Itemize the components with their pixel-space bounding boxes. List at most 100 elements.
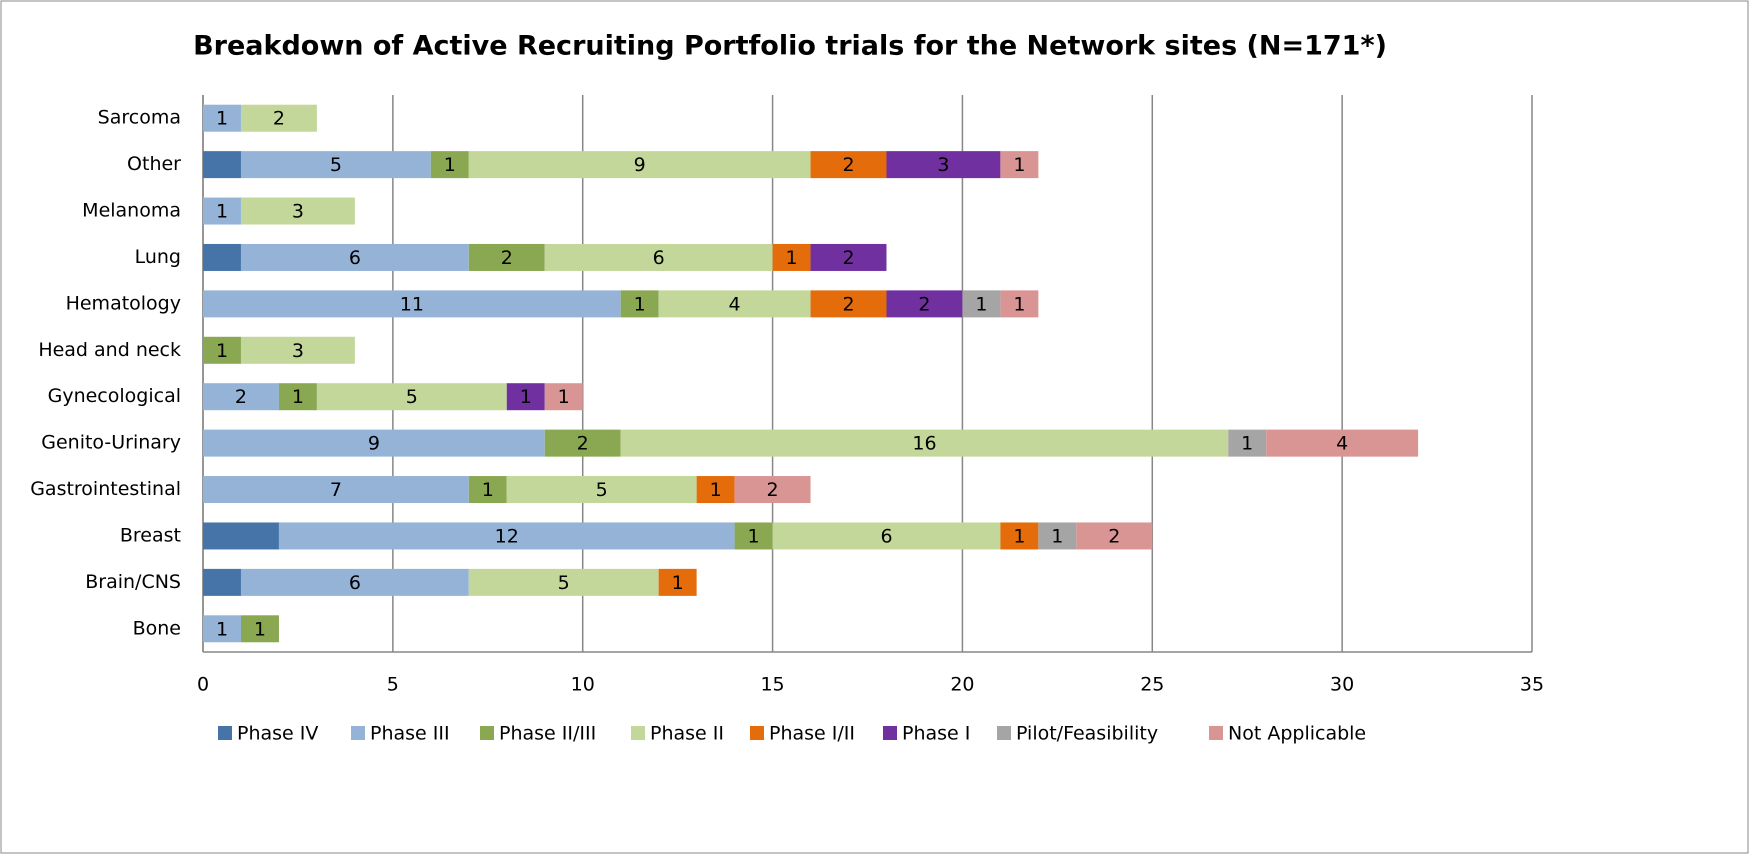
data-label: 1	[216, 618, 228, 640]
y-tick-label: Bone	[133, 617, 181, 639]
bar-segment	[240, 151, 431, 179]
bar-segment	[696, 476, 735, 504]
legend-swatch	[631, 726, 645, 740]
data-label: 1	[216, 108, 228, 130]
bar-segment	[1000, 522, 1039, 550]
x-tick-label: 35	[1520, 674, 1544, 696]
legend-swatch	[351, 726, 365, 740]
data-label: 2	[842, 247, 854, 269]
bar-segment	[203, 383, 279, 411]
bar-segment	[810, 243, 887, 271]
data-label: 1	[520, 386, 532, 408]
bar-segment	[810, 290, 887, 318]
legend-swatch	[218, 726, 232, 740]
y-tick-label: Melanoma	[82, 200, 181, 222]
bar-segment	[772, 522, 1001, 550]
data-label: 1	[1013, 293, 1025, 315]
bar-segment	[240, 336, 355, 364]
data-label: 7	[330, 479, 342, 501]
data-label: 5	[330, 154, 342, 176]
data-label: 6	[653, 247, 665, 269]
x-tick-label: 15	[760, 674, 784, 696]
data-label: 5	[558, 572, 570, 594]
y-tick-label: Genito-Urinary	[41, 432, 181, 454]
bar-segment	[203, 104, 241, 132]
x-tick-label: 20	[950, 674, 974, 696]
data-label: 1	[748, 525, 760, 547]
y-tick-label: Sarcoma	[98, 107, 181, 129]
data-label: 1	[254, 618, 266, 640]
bar-segment	[278, 522, 735, 550]
y-tick-label: Gynecological	[48, 385, 181, 407]
data-label: 2	[842, 154, 854, 176]
data-label: 1	[710, 479, 722, 501]
data-label: 1	[672, 572, 684, 594]
data-label: 6	[349, 247, 361, 269]
bar-segment	[1076, 522, 1153, 550]
data-label: 1	[558, 386, 570, 408]
bar-segment	[886, 290, 963, 318]
x-tick-label: 5	[387, 674, 399, 696]
legend-label: Phase I	[902, 723, 970, 745]
x-tick-label: 10	[571, 674, 595, 696]
bar-segment	[203, 568, 241, 596]
bar-segment	[240, 104, 317, 132]
data-label: 1	[975, 293, 987, 315]
x-tick-label: 0	[197, 674, 209, 696]
bar-segment	[203, 290, 621, 318]
data-label: 3	[292, 201, 304, 223]
bar-segment	[544, 429, 621, 457]
bar-segment	[468, 151, 811, 179]
legend-label: Phase I/II	[769, 723, 855, 745]
data-label: 6	[349, 572, 361, 594]
bar-segment	[468, 476, 507, 504]
y-tick-label: Head and neck	[38, 339, 181, 361]
bar-segment	[468, 243, 545, 271]
bar-segment	[962, 290, 1001, 318]
y-tick-label: Other	[127, 153, 181, 175]
data-label: 2	[273, 108, 285, 130]
bar-segment	[544, 243, 773, 271]
data-label: 1	[1013, 154, 1025, 176]
legend-label: Phase IV	[237, 723, 318, 745]
bar-segment	[278, 383, 317, 411]
bar-segment	[203, 429, 545, 457]
y-tick-label: Hematology	[66, 292, 181, 314]
bar-segment	[734, 476, 811, 504]
legend-label: Phase II/III	[499, 723, 596, 745]
data-label: 5	[596, 479, 608, 501]
data-label: 1	[482, 479, 494, 501]
bar-segment	[772, 243, 811, 271]
bar-segment	[1228, 429, 1267, 457]
data-label: 11	[400, 293, 424, 315]
bar-segment	[240, 197, 355, 225]
bar-segment	[620, 290, 659, 318]
bar-segment	[506, 476, 697, 504]
data-label: 2	[842, 293, 854, 315]
legend-label: Phase III	[370, 723, 450, 745]
bar-segment	[316, 383, 507, 411]
legend-label: Not Applicable	[1228, 723, 1366, 745]
legend-swatch	[750, 726, 764, 740]
bar-segment	[203, 476, 469, 504]
x-tick-label: 30	[1330, 674, 1354, 696]
bar-segment	[506, 383, 545, 411]
bar-segment	[203, 243, 241, 271]
legend-swatch	[997, 726, 1011, 740]
data-label: 4	[1336, 433, 1348, 455]
data-label: 5	[406, 386, 418, 408]
data-label: 4	[729, 293, 741, 315]
legend-swatch	[883, 726, 897, 740]
bar-segment	[468, 568, 659, 596]
x-tick-label: 25	[1140, 674, 1164, 696]
data-label: 1	[1013, 525, 1025, 547]
bar-segment	[1000, 151, 1039, 179]
bar-segment	[734, 522, 773, 550]
bar-segment	[810, 151, 887, 179]
data-label: 2	[235, 386, 247, 408]
data-label: 6	[880, 525, 892, 547]
data-label: 9	[368, 433, 380, 455]
y-tick-label: Gastrointestinal	[30, 478, 181, 500]
data-label: 2	[501, 247, 513, 269]
